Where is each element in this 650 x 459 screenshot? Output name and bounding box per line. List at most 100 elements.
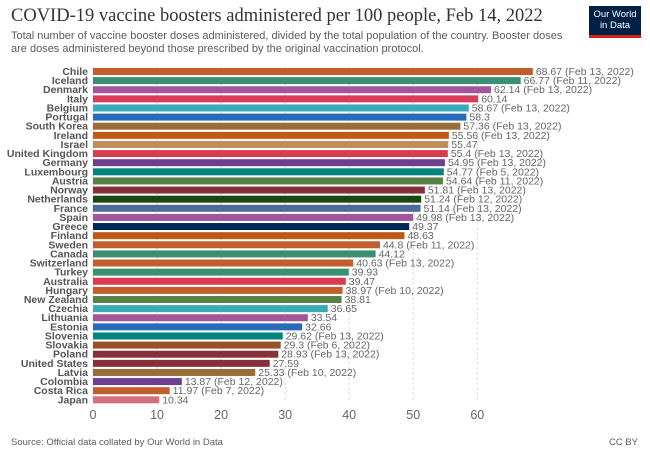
value-label: 58.67 (Feb 13, 2022) (472, 102, 570, 114)
country-label: Czechia (48, 303, 88, 315)
value-label: 39.93 (352, 267, 378, 279)
country-label: Switzerland (30, 258, 88, 270)
chart-subtitle-line-2: are doses administered beyond those pres… (11, 43, 424, 55)
value-label: 51.14 (Feb 13, 2022) (424, 203, 522, 215)
country-label: United States (21, 358, 88, 370)
country-label: Finland (51, 230, 88, 242)
license-note[interactable]: CC BY (608, 437, 638, 448)
country-label: Austria (52, 175, 88, 187)
country-label: France (54, 203, 89, 215)
bar (93, 259, 354, 267)
labels: Chile 68.67 (Feb 13, 2022) Iceland 66.77 (F… (7, 66, 634, 406)
value-label: 44.12 (379, 248, 405, 260)
bar (93, 387, 170, 395)
bar (93, 296, 342, 303)
country-label: Iceland (52, 75, 88, 87)
value-label: 38.97 (Feb 10, 2022) (346, 285, 444, 297)
bar (93, 341, 281, 349)
value-label: 62.14 (Feb 13, 2022) (494, 84, 592, 96)
value-label: 10.34 (162, 394, 188, 406)
country-label: Netherlands (27, 194, 88, 206)
bar (93, 350, 279, 358)
country-label: Ireland (54, 130, 88, 142)
country-label: South Korea (26, 121, 89, 133)
value-label: 51.24 (Feb 12, 2022) (424, 194, 522, 206)
country-label: Germany (42, 157, 88, 169)
country-label: Hungary (45, 285, 88, 297)
country-label: Japan (58, 394, 88, 406)
x-tick-label: 10 (150, 408, 164, 422)
country-label: Turkey (54, 267, 88, 279)
bar (93, 68, 533, 75)
chart-title: COVID-19 vaccine boosters administered p… (11, 6, 543, 26)
bar (93, 77, 521, 85)
bar (93, 131, 449, 139)
value-label: 28.93 (Feb 13, 2022) (281, 349, 379, 361)
value-label: 49.37 (412, 221, 438, 233)
country-label: Chile (62, 66, 88, 78)
country-label: Belgium (47, 102, 88, 114)
bar (93, 286, 343, 294)
x-tick-label: 20 (214, 408, 228, 422)
bar (93, 122, 461, 130)
country-label: Estonia (50, 321, 88, 333)
value-label: 55.47 (451, 139, 477, 151)
country-label: Australia (43, 276, 88, 288)
value-label: 57.36 (Feb 13, 2022) (463, 121, 561, 133)
value-label: 48.63 (407, 230, 433, 242)
country-label: Norway (50, 185, 88, 197)
bar (93, 314, 308, 322)
value-label: 68.67 (Feb 13, 2022) (536, 66, 634, 78)
chart-subtitle-line-1: Total number of vaccine booster doses ad… (11, 30, 563, 42)
bar (93, 332, 283, 340)
value-label: 39.47 (349, 276, 375, 288)
bar (93, 241, 380, 249)
bar (93, 113, 467, 121)
bar (93, 213, 414, 221)
bar (93, 223, 410, 231)
bar (93, 305, 328, 313)
country-label: Colombia (40, 376, 88, 388)
bar (93, 250, 376, 258)
owid-logo[interactable]: Our World in Data (589, 6, 641, 38)
bar (93, 177, 443, 185)
country-label: Spain (59, 212, 88, 224)
bar (93, 204, 421, 212)
x-tick-label: 40 (342, 408, 356, 422)
x-tick-label: 0 (90, 408, 97, 422)
country-label: Denmark (43, 84, 88, 96)
source-note[interactable]: Source: Official data collated by Our Wo… (11, 437, 223, 448)
x-tick-label: 30 (278, 408, 292, 422)
country-label: Portugal (45, 112, 88, 124)
country-label: United Kingdom (7, 148, 88, 160)
bar (93, 159, 445, 167)
bar (93, 104, 469, 112)
bar (93, 323, 303, 331)
bars (93, 68, 533, 404)
logo-text-line-1: Our World (593, 9, 637, 20)
country-label: Lithuania (41, 312, 88, 324)
value-label: 29.3 (Feb 6, 2022) (284, 340, 370, 352)
country-label: Slovenia (45, 330, 88, 342)
value-label: 58.3 (469, 112, 490, 124)
value-label: 66.77 (Feb 11, 2022) (524, 75, 621, 87)
value-label: 55.4 (Feb 13, 2022) (451, 148, 543, 160)
bar (93, 368, 256, 376)
bar (93, 359, 270, 367)
country-label: Poland (53, 349, 88, 361)
bar (93, 168, 444, 176)
country-label: Greece (52, 221, 88, 233)
bar (93, 277, 346, 285)
value-label: 13.87 (Feb 12, 2022) (185, 376, 283, 388)
country-label: Canada (50, 248, 88, 260)
country-label: Italy (67, 93, 88, 105)
bar (93, 396, 160, 404)
value-label: 55.56 (Feb 13, 2022) (452, 130, 550, 142)
value-label: 60.14 (481, 93, 507, 105)
value-label: 54.95 (Feb 13, 2022) (448, 157, 546, 169)
country-label: Luxembourg (24, 166, 88, 178)
value-label: 29.62 (Feb 13, 2022) (286, 330, 384, 342)
country-label: Slovakia (45, 340, 88, 352)
value-label: 38.81 (345, 294, 371, 306)
